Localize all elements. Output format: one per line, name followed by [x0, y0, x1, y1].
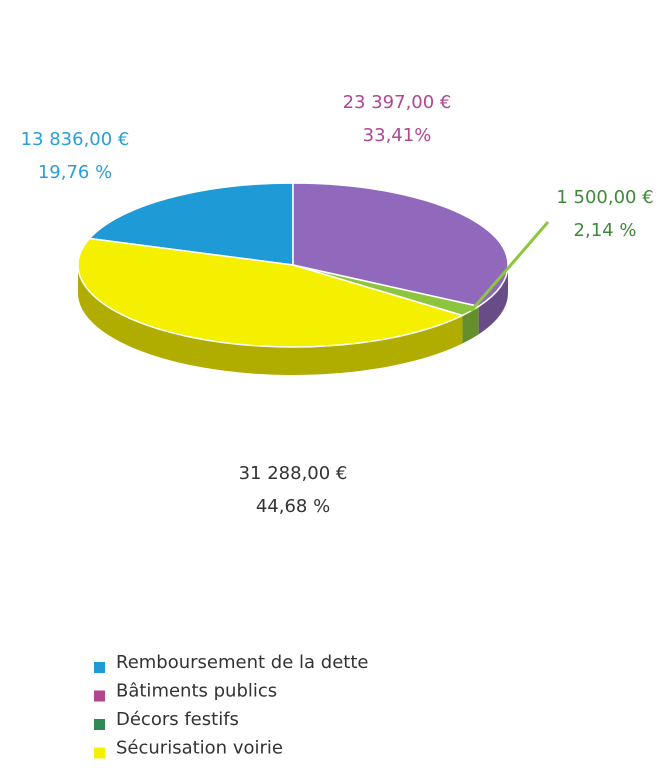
- amount-label: 23 397,00 €: [343, 92, 452, 113]
- legend-label: Décors festifs: [116, 709, 239, 730]
- legend-label: Sécurisation voirie: [116, 738, 283, 759]
- pie-side: [78, 265, 463, 375]
- value-label: 44,68 %: [256, 496, 330, 517]
- pie-side: [462, 306, 479, 344]
- legend-swatch: [94, 719, 105, 730]
- value-label: 19,76 %: [38, 162, 112, 183]
- leader-line: [469, 221, 550, 313]
- pie-side: [478, 265, 508, 335]
- pie-slice: [77, 237, 465, 348]
- value-label: 2,14 %: [574, 220, 637, 241]
- legend-swatch: [94, 690, 105, 702]
- legend-swatch: [94, 747, 105, 759]
- value-label: 33,41%: [363, 125, 432, 146]
- amount-label: 13 836,00 €: [21, 129, 130, 150]
- amount-label: 31 288,00 €: [239, 463, 348, 484]
- legend-label: Bâtiments publics: [116, 681, 277, 702]
- amount-label: 1 500,00 €: [556, 187, 653, 208]
- pie-slice: [292, 182, 509, 308]
- legend-label: Remboursement de la dette: [116, 652, 368, 673]
- legend-swatch: [94, 662, 105, 673]
